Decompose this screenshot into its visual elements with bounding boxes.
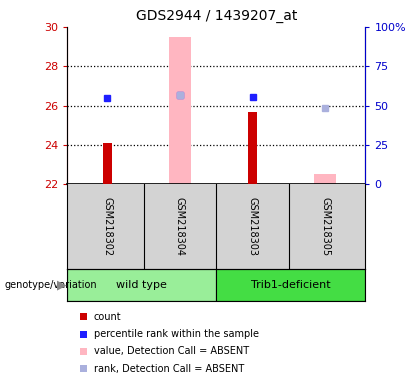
Text: rank, Detection Call = ABSENT: rank, Detection Call = ABSENT xyxy=(94,364,244,374)
Bar xyxy=(216,269,365,301)
Text: genotype/variation: genotype/variation xyxy=(4,280,97,290)
Title: GDS2944 / 1439207_at: GDS2944 / 1439207_at xyxy=(136,9,297,23)
Text: value, Detection Call = ABSENT: value, Detection Call = ABSENT xyxy=(94,346,249,356)
Text: GSM218302: GSM218302 xyxy=(102,197,112,256)
Text: GSM218304: GSM218304 xyxy=(175,197,185,256)
Bar xyxy=(103,143,112,184)
Bar xyxy=(67,269,216,301)
Bar xyxy=(315,174,336,184)
Text: wild type: wild type xyxy=(116,280,167,290)
Text: GSM218305: GSM218305 xyxy=(320,197,331,256)
Text: count: count xyxy=(94,312,121,322)
Text: ▶: ▶ xyxy=(57,279,66,291)
Text: GSM218303: GSM218303 xyxy=(248,197,257,256)
Text: percentile rank within the sample: percentile rank within the sample xyxy=(94,329,259,339)
Bar xyxy=(169,37,191,184)
Text: Trib1-deficient: Trib1-deficient xyxy=(251,280,331,290)
Bar xyxy=(248,111,257,184)
